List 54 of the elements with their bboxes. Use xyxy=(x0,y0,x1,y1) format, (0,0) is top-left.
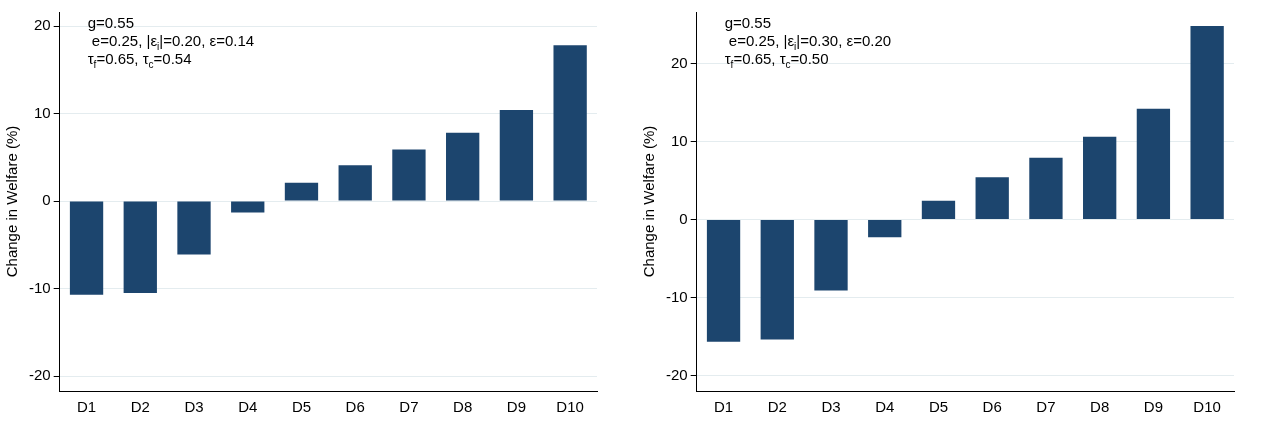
x-tick-label: D1 xyxy=(713,398,734,416)
bar xyxy=(868,219,902,238)
y-tick-label: 0 xyxy=(679,209,688,227)
y-axis-title: Change in Welfare (%) xyxy=(3,125,21,278)
annotation: g=0.55 xyxy=(87,14,134,31)
x-tick-label: D7 xyxy=(399,398,419,416)
bar xyxy=(1029,157,1063,219)
bar xyxy=(553,45,587,201)
bar xyxy=(392,149,426,201)
x-tick-label: D10 xyxy=(556,398,584,416)
x-tick-label: D1 xyxy=(76,398,97,416)
bar xyxy=(177,201,211,255)
y-tick-label: -10 xyxy=(665,287,688,305)
y-tick-label: 10 xyxy=(670,131,688,149)
bar xyxy=(123,201,157,293)
bar xyxy=(1190,26,1224,219)
bar xyxy=(1136,108,1171,219)
y-tick-label: 0 xyxy=(42,191,51,209)
y-tick-label: 10 xyxy=(33,103,51,121)
bar xyxy=(284,182,319,201)
bar xyxy=(814,219,848,291)
x-tick-label: D4 xyxy=(238,398,258,416)
x-tick-label: D9 xyxy=(1143,398,1163,416)
y-tick-label: -10 xyxy=(28,278,51,296)
x-tick-label: D2 xyxy=(767,398,787,416)
y-tick-label: 20 xyxy=(670,53,688,71)
bar xyxy=(1083,136,1117,219)
y-axis-title: Change in Welfare (%) xyxy=(640,125,658,278)
bar xyxy=(921,200,956,219)
x-tick-label: D5 xyxy=(291,398,312,416)
bar xyxy=(760,219,794,340)
x-tick-label: D5 xyxy=(928,398,949,416)
x-tick-label: D7 xyxy=(1036,398,1056,416)
x-tick-label: D9 xyxy=(506,398,526,416)
bar xyxy=(446,132,480,201)
x-tick-label: D4 xyxy=(875,398,895,416)
x-tick-label: D6 xyxy=(982,398,1002,416)
bar xyxy=(975,177,1009,219)
x-tick-label: D2 xyxy=(130,398,150,416)
x-tick-label: D10 xyxy=(1193,398,1221,416)
x-tick-label: D8 xyxy=(453,398,473,416)
x-tick-label: D3 xyxy=(184,398,204,416)
bar xyxy=(499,110,534,201)
y-tick-label: -20 xyxy=(28,366,51,384)
bar xyxy=(338,165,372,201)
bar xyxy=(706,219,741,342)
bar xyxy=(69,201,104,295)
annotation: g=0.55 xyxy=(724,14,771,31)
x-tick-label: D6 xyxy=(345,398,365,416)
x-tick-label: D8 xyxy=(1090,398,1110,416)
y-tick-label: 20 xyxy=(33,16,51,34)
x-tick-label: D3 xyxy=(821,398,841,416)
bar xyxy=(231,201,265,213)
y-tick-label: -20 xyxy=(665,365,688,383)
